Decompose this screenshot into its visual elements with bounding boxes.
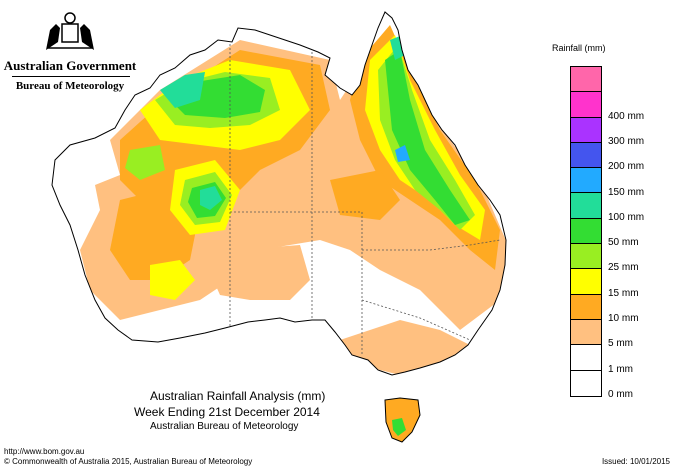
legend-swatch bbox=[571, 218, 601, 245]
legend-swatch bbox=[571, 244, 601, 270]
legend-title: Rainfall (mm) bbox=[552, 43, 606, 53]
legend-label: 100 mm bbox=[608, 211, 645, 223]
map-source: Australian Bureau of Meteorology bbox=[150, 421, 299, 432]
legend-label: 150 mm bbox=[608, 186, 645, 198]
legend-swatch bbox=[571, 117, 601, 143]
map-title: Australian Rainfall Analysis (mm) bbox=[150, 389, 326, 403]
legend-label: 15 mm bbox=[608, 287, 639, 299]
bureau-title: Bureau of Meteorology bbox=[15, 80, 125, 92]
legend-swatches bbox=[570, 66, 602, 397]
legend-swatch bbox=[571, 193, 601, 219]
legend-label: 200 mm bbox=[608, 161, 645, 173]
legend-swatch bbox=[571, 370, 601, 396]
footer-copyright: © Commonwealth of Australia 2015, Austra… bbox=[4, 457, 253, 466]
legend-label: 0 mm bbox=[608, 388, 633, 400]
legend-swatch bbox=[571, 67, 601, 93]
footer-issued: Issued: 10/01/2015 bbox=[601, 457, 670, 466]
legend-swatch bbox=[571, 142, 601, 169]
legend-swatch bbox=[571, 294, 601, 320]
government-title: Australian Government bbox=[3, 58, 137, 73]
legend-label: 10 mm bbox=[608, 313, 639, 324]
legend-swatch bbox=[571, 92, 601, 118]
legend-label: 400 mm bbox=[608, 110, 645, 122]
legend-label: 50 mm bbox=[608, 237, 639, 249]
map-subtitle: Week Ending 21st December 2014 bbox=[134, 405, 320, 419]
legend-label: 25 mm bbox=[608, 262, 639, 274]
legend-swatch bbox=[571, 168, 601, 194]
legend-label: 5 mm bbox=[608, 338, 633, 350]
legend-swatch bbox=[571, 319, 601, 346]
footer-url: http://www.bom.gov.au bbox=[4, 447, 85, 456]
header-divider bbox=[12, 76, 130, 77]
rainfall-shading bbox=[80, 25, 506, 375]
legend-swatch bbox=[571, 345, 601, 371]
legend-label: 1 mm bbox=[608, 363, 633, 375]
mainland-coastline bbox=[51, 11, 507, 376]
legend-swatch bbox=[571, 269, 601, 295]
legend-label: 300 mm bbox=[608, 135, 645, 147]
state-borders bbox=[229, 44, 501, 356]
coat-of-arms-icon bbox=[46, 12, 94, 50]
